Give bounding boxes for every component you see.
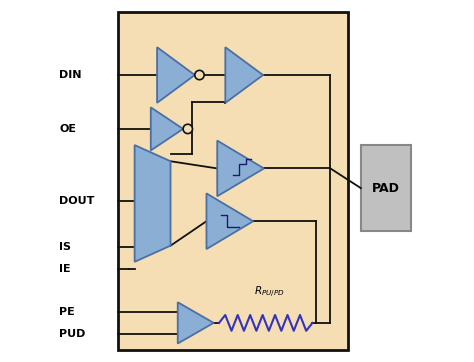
- Polygon shape: [135, 145, 171, 262]
- Polygon shape: [151, 108, 183, 151]
- Polygon shape: [178, 302, 214, 344]
- Polygon shape: [217, 140, 264, 196]
- Polygon shape: [225, 47, 263, 103]
- Text: PE: PE: [59, 307, 75, 317]
- Text: DIN: DIN: [59, 70, 82, 80]
- Text: DOUT: DOUT: [59, 196, 94, 206]
- Text: PAD: PAD: [372, 182, 400, 195]
- Bar: [361, 145, 411, 231]
- Polygon shape: [157, 47, 195, 103]
- Text: OE: OE: [59, 124, 76, 134]
- Text: $R_{PU/PD}$: $R_{PU/PD}$: [254, 285, 285, 299]
- Text: IE: IE: [59, 264, 71, 274]
- Circle shape: [195, 70, 204, 80]
- Polygon shape: [207, 193, 253, 249]
- Bar: [118, 12, 348, 350]
- Circle shape: [183, 124, 192, 134]
- Text: PUD: PUD: [59, 329, 86, 339]
- Text: IS: IS: [59, 243, 71, 252]
